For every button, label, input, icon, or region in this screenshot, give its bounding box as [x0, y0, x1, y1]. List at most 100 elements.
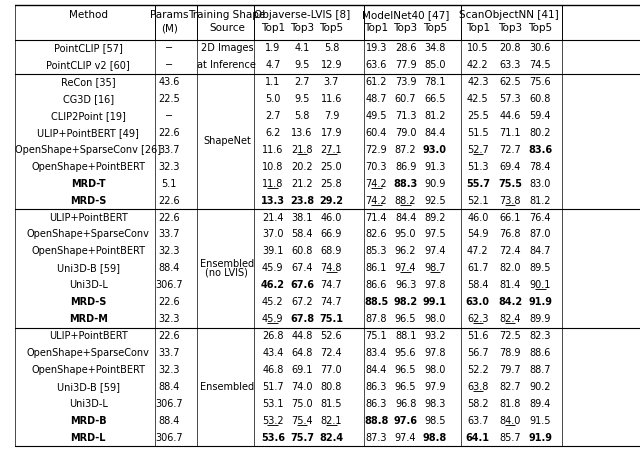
Text: 60.7: 60.7	[395, 94, 417, 104]
Text: 53.2: 53.2	[262, 416, 284, 426]
Text: 82.1: 82.1	[321, 416, 342, 426]
Text: 90.1: 90.1	[530, 280, 551, 290]
Text: 42.2: 42.2	[467, 60, 489, 70]
Text: 85.7: 85.7	[499, 433, 521, 443]
Text: 47.2: 47.2	[467, 246, 489, 256]
Text: 32.3: 32.3	[159, 314, 180, 324]
Text: 74.2: 74.2	[365, 196, 387, 206]
Text: 30.6: 30.6	[530, 43, 551, 53]
Text: 7.9: 7.9	[324, 111, 339, 121]
Text: 89.4: 89.4	[530, 399, 551, 409]
Text: 23.8: 23.8	[290, 196, 314, 206]
Text: 88.6: 88.6	[530, 348, 551, 358]
Text: 97.4: 97.4	[424, 246, 445, 256]
Text: 58.2: 58.2	[467, 399, 489, 409]
Text: 84.4: 84.4	[395, 212, 416, 222]
Text: 44.6: 44.6	[499, 111, 521, 121]
Text: 21.8: 21.8	[291, 145, 313, 155]
Text: 97.6: 97.6	[394, 416, 418, 426]
Text: 306.7: 306.7	[156, 399, 183, 409]
Text: 48.7: 48.7	[365, 94, 387, 104]
Text: OpenShape+SparseConv [26]: OpenShape+SparseConv [26]	[15, 145, 161, 155]
Text: 88.7: 88.7	[530, 365, 551, 375]
Text: 9.5: 9.5	[294, 94, 310, 104]
Text: 17.9: 17.9	[321, 128, 342, 138]
Text: 53.6: 53.6	[260, 433, 285, 443]
Text: 22.5: 22.5	[158, 94, 180, 104]
Text: 66.5: 66.5	[424, 94, 445, 104]
Text: 38.1: 38.1	[291, 212, 313, 222]
Text: 61.7: 61.7	[467, 263, 488, 273]
Text: 45.2: 45.2	[262, 297, 284, 307]
Text: Uni3D-B [59]: Uni3D-B [59]	[57, 382, 120, 392]
Text: 96.8: 96.8	[395, 399, 416, 409]
Text: ReCon [35]: ReCon [35]	[61, 77, 115, 87]
Text: 22.6: 22.6	[159, 331, 180, 341]
Text: 39.1: 39.1	[262, 246, 284, 256]
Text: 22.6: 22.6	[159, 297, 180, 307]
Text: 86.6: 86.6	[365, 280, 387, 290]
Text: 5.8: 5.8	[324, 43, 339, 53]
Text: 75.5: 75.5	[498, 179, 522, 189]
Text: 12.9: 12.9	[321, 60, 342, 70]
Text: 46.0: 46.0	[321, 212, 342, 222]
Text: Ensembled: Ensembled	[200, 259, 254, 269]
Text: 57.3: 57.3	[499, 94, 521, 104]
Text: 58.4: 58.4	[291, 230, 313, 239]
Text: 89.5: 89.5	[530, 263, 551, 273]
Text: 81.2: 81.2	[530, 196, 551, 206]
Text: ULIP+PointBERT [49]: ULIP+PointBERT [49]	[37, 128, 139, 138]
Text: 91.9: 91.9	[529, 297, 552, 307]
Text: 4.7: 4.7	[265, 60, 280, 70]
Text: 86.9: 86.9	[395, 162, 416, 172]
Text: 51.7: 51.7	[262, 382, 284, 392]
Text: 82.0: 82.0	[499, 263, 521, 273]
Text: 97.4: 97.4	[395, 433, 417, 443]
Text: 74.2: 74.2	[365, 179, 387, 189]
Text: PointCLIP [57]: PointCLIP [57]	[54, 43, 123, 53]
Text: 74.5: 74.5	[529, 60, 551, 70]
Text: 11.8: 11.8	[262, 179, 284, 189]
Text: 63.3: 63.3	[499, 60, 521, 70]
Text: 62.5: 62.5	[499, 77, 521, 87]
Text: 19.3: 19.3	[365, 43, 387, 53]
Text: 29.2: 29.2	[319, 196, 344, 206]
Text: 13.6: 13.6	[291, 128, 313, 138]
Text: 88.4: 88.4	[159, 416, 180, 426]
Text: 2D Images: 2D Images	[200, 43, 253, 53]
Text: 78.4: 78.4	[530, 162, 551, 172]
Text: 32.3: 32.3	[159, 246, 180, 256]
Text: Objaverse-LVIS [8]: Objaverse-LVIS [8]	[254, 10, 350, 20]
Text: 82.7: 82.7	[499, 382, 521, 392]
Text: 22.6: 22.6	[159, 212, 180, 222]
Text: 11.6: 11.6	[321, 94, 342, 104]
Text: 88.1: 88.1	[395, 331, 416, 341]
Text: 78.9: 78.9	[499, 348, 521, 358]
Text: 84.4: 84.4	[424, 128, 445, 138]
Text: 74.7: 74.7	[321, 297, 342, 307]
Text: 52.6: 52.6	[321, 331, 342, 341]
Text: 74.8: 74.8	[321, 263, 342, 273]
Text: OpenShape+PointBERT: OpenShape+PointBERT	[31, 246, 145, 256]
Text: 53.1: 53.1	[262, 399, 284, 409]
Text: 1.1: 1.1	[265, 77, 280, 87]
Text: 22.6: 22.6	[159, 196, 180, 206]
Text: 5.1: 5.1	[161, 179, 177, 189]
Text: 5.0: 5.0	[265, 94, 280, 104]
Text: 69.4: 69.4	[499, 162, 521, 172]
Text: 46.0: 46.0	[467, 212, 488, 222]
Text: 86.3: 86.3	[365, 382, 387, 392]
Text: 71.4: 71.4	[365, 212, 387, 222]
Text: Uni3D-B [59]: Uni3D-B [59]	[57, 263, 120, 273]
Text: 37.0: 37.0	[262, 230, 284, 239]
Text: 55.7: 55.7	[466, 179, 490, 189]
Text: 51.6: 51.6	[467, 331, 488, 341]
Text: 78.1: 78.1	[424, 77, 445, 87]
Text: 96.5: 96.5	[395, 365, 417, 375]
Text: 60.8: 60.8	[291, 246, 313, 256]
Text: 75.1: 75.1	[319, 314, 344, 324]
Text: 83.6: 83.6	[528, 145, 552, 155]
Text: 88.3: 88.3	[394, 179, 418, 189]
Text: 306.7: 306.7	[156, 433, 183, 443]
Text: CLIP2Point [19]: CLIP2Point [19]	[51, 111, 125, 121]
